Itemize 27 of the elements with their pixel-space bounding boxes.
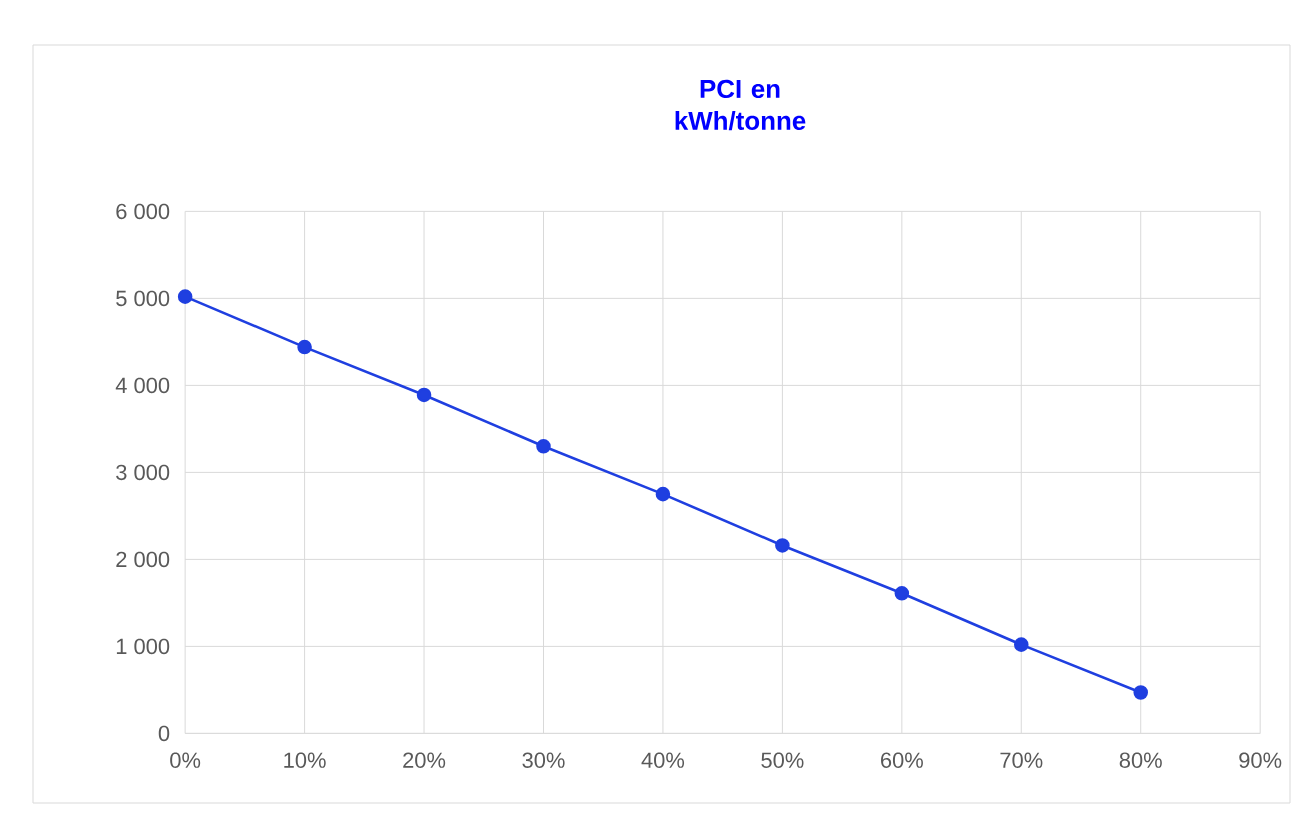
point (416, 387, 432, 403)
chart-title: PCI en kWh/tonne (675, 79, 806, 131)
point (1133, 685, 1148, 700)
x-tick-label: 90% (1239, 752, 1282, 768)
x-tick-label: 80% (1119, 752, 1162, 768)
point (536, 439, 551, 454)
y-tick-label: 1 000 (116, 638, 170, 655)
x-tick-label: 20% (403, 752, 446, 768)
y-tick-label: 4 000 (115, 377, 170, 394)
x-tick-label: 10% (284, 752, 326, 768)
point (894, 586, 910, 601)
x-tick-label: 60% (881, 752, 923, 768)
point (1014, 637, 1029, 652)
y-tick-label: 0 (158, 725, 170, 742)
y-tick-label: 3 000 (116, 464, 170, 481)
y-tick-label: 2 000 (116, 551, 170, 568)
point (655, 486, 671, 502)
x-tick-label: 70% (1000, 752, 1043, 768)
x-tick-label: 30% (522, 752, 565, 768)
y-tick-label: 6 000 (116, 203, 170, 220)
point (297, 339, 312, 355)
point (177, 289, 193, 304)
y-tick-label: 5 000 (116, 290, 170, 307)
x-tick-label: 40% (641, 752, 685, 768)
point (775, 538, 790, 553)
x-tick-label: 0% (170, 752, 201, 768)
x-tick-label: 50% (761, 752, 804, 768)
